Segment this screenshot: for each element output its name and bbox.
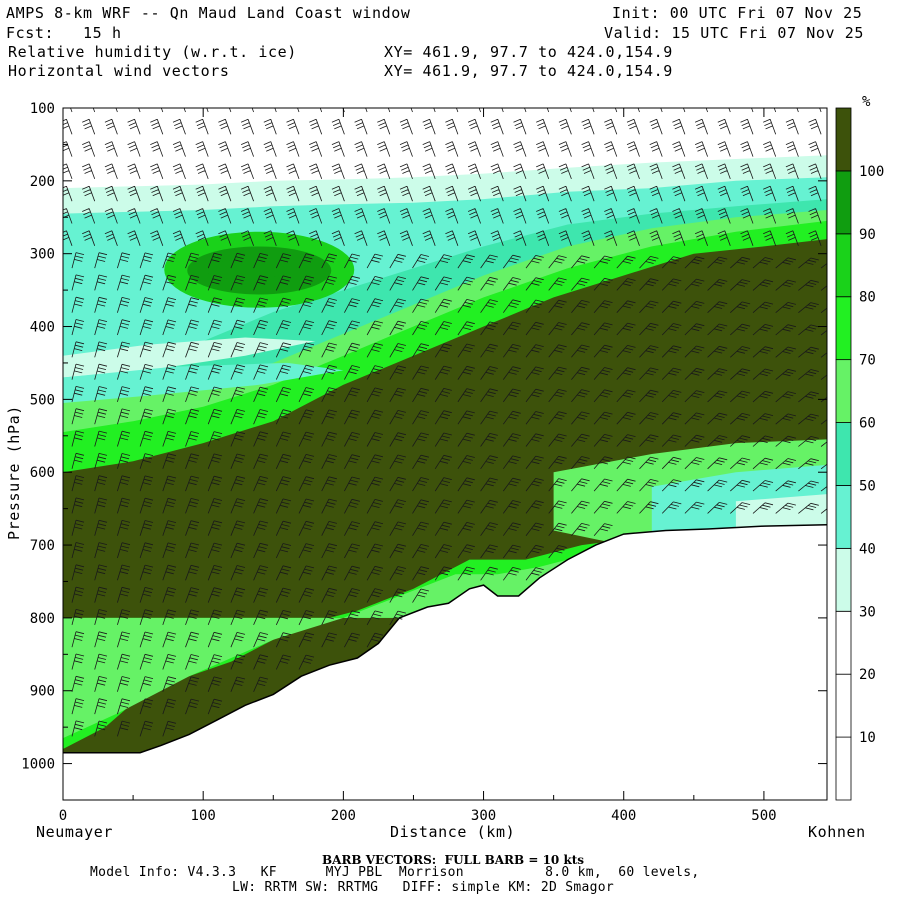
colorbar: 10 20 30 40 50 60 70 80 90 100%	[835, 94, 884, 801]
colorbar-label: 60	[859, 416, 876, 432]
y-tick-label: 900	[30, 684, 55, 700]
colorbar-label: 70	[859, 353, 876, 369]
x-end-label: Kohnen	[808, 823, 866, 841]
rh-blob-3	[205, 259, 286, 280]
colorbar-swatch	[835, 485, 852, 549]
x-tick-label: 300	[471, 808, 496, 824]
terrain-mask	[63, 524, 827, 800]
y-tick-label: 500	[30, 392, 55, 408]
y-tick-label: 300	[30, 247, 55, 263]
colorbar-swatch	[835, 610, 852, 675]
colorbar-label: 90	[859, 227, 876, 243]
barb-note: BARB VECTORS: FULL BARB = 10 kts	[322, 853, 585, 867]
chart-title: AMPS 8-km WRF -- Qn Maud Land Coast wind…	[6, 4, 411, 22]
colorbar-label: 50	[859, 478, 876, 494]
colorbar-swatch	[835, 359, 852, 423]
colorbar-swatch	[835, 547, 852, 612]
terrain-line	[63, 523, 827, 754]
colorbar-label: 100	[859, 164, 884, 180]
colorbar-label: 30	[859, 604, 876, 620]
axes: 100 200 300 400 500 600 700 800 900 1000 0 100 200 30…	[21, 101, 827, 824]
rh-zone-pale-patch	[63, 337, 316, 378]
barb-field	[63, 108, 827, 737]
model-info: Model Info: V4.3.3 KF MYJ PBL Morrison 8…	[90, 865, 700, 880]
y-axis-label: Pressure (hPa)	[5, 405, 23, 540]
y-tick-label: 400	[30, 320, 55, 336]
field1-xy: XY= 461.9, 97.7 to 424.0,154.9	[384, 43, 673, 61]
colorbar-swatch	[835, 422, 852, 486]
colorbar-label: 80	[859, 290, 876, 306]
x-tick-label: 500	[751, 808, 776, 824]
x-axis-label: Distance (km)	[390, 823, 516, 841]
colorbar-label: 10	[859, 730, 876, 746]
plot-area	[63, 108, 827, 800]
x-tick-label: 100	[191, 808, 216, 824]
valid-time: Valid: 15 UTC Fri 07 Nov 25	[604, 24, 865, 42]
physics-info: LW: RRTM SW: RRTMG DIFF: simple KM: 2D S…	[232, 880, 614, 895]
colorbar-unit: %	[862, 94, 871, 110]
y-tick-label: 600	[30, 465, 55, 481]
field1-label: Relative humidity (w.r.t. ice)	[8, 43, 297, 61]
x-tick-label: 0	[59, 808, 67, 824]
init-time: Init: 00 UTC Fri 07 Nov 25	[612, 4, 863, 22]
colorbar-swatch	[835, 170, 852, 235]
colorbar-swatch	[835, 736, 852, 801]
plot-frame	[62, 107, 828, 801]
y-tick-label: 700	[30, 538, 55, 554]
forecast-hour: Fcst: 15 h	[6, 24, 122, 42]
colorbar-swatch	[835, 233, 852, 298]
colorbar-swatch	[835, 107, 852, 172]
wind-barbs	[63, 108, 827, 737]
colorbar-swatch	[835, 673, 852, 738]
colorbar-label: 20	[859, 667, 876, 683]
y-tick-label: 100	[30, 101, 55, 117]
rh-zone-cyan-patch	[63, 362, 344, 403]
y-tick-label: 1000	[21, 757, 55, 773]
colorbar-swatch	[835, 296, 852, 361]
y-tick-label: 200	[30, 174, 55, 190]
colorbar-label: 40	[859, 541, 876, 557]
x-tick-label: 400	[611, 808, 636, 824]
y-tick-label: 800	[30, 611, 55, 627]
rh-zone-dry-aloft	[63, 108, 827, 189]
x-tick-label: 200	[331, 808, 356, 824]
field2-label: Horizontal wind vectors	[8, 62, 230, 80]
field2-xy: XY= 461.9, 97.7 to 424.0,154.9	[384, 62, 673, 80]
x-start-label: Neumayer	[36, 823, 114, 841]
